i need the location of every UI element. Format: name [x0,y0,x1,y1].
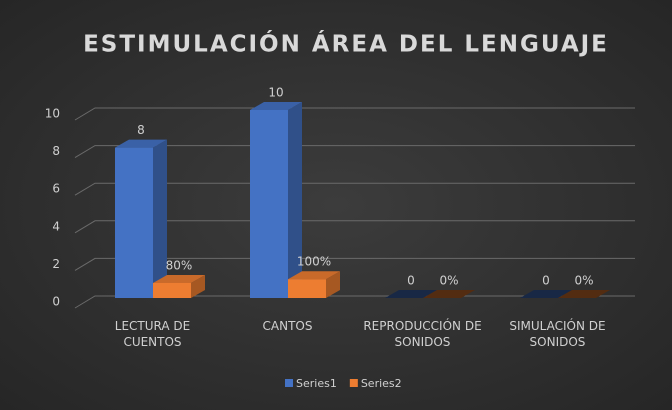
y-tick-label: 0 [52,295,60,309]
data-label: 8 [137,123,145,137]
bar-top [520,290,572,298]
data-label: 100% [297,255,331,269]
data-label: 0% [439,274,458,288]
bar-top [250,102,302,110]
legend-swatch [285,379,293,387]
x-tick-label: SIMULACIÓN DE SONIDOS [509,319,606,349]
legend-label: Series1 [296,377,337,390]
data-label: 0 [542,274,550,288]
grid-line [74,107,635,121]
bar-top [423,290,475,298]
bar-side [191,274,205,298]
x-tick-label: CANTOS [262,319,313,333]
bar-side [153,139,167,298]
bar-top [385,290,437,298]
bar-side [326,271,340,298]
x-tick-label: REPRODUCCIÓN DE SONIDOS [363,319,482,349]
data-label: 80% [166,258,193,272]
x-tick-label: LECTURA DE CUENTOS [114,319,191,349]
y-tick-label: 6 [52,182,60,196]
data-label: 0% [574,274,593,288]
bar-top [558,290,610,298]
y-tick-label: 8 [52,144,60,158]
data-label: 10 [268,86,283,100]
chart-title: ESTIMULACIÓN ÁREA DEL LENGUAJE [83,30,609,58]
bar-top [288,271,340,280]
bar-top [115,139,167,148]
data-label: 0 [407,274,415,288]
bar [115,147,153,298]
y-tick-label: 2 [52,257,60,271]
y-tick-label: 10 [45,107,60,121]
legend-label: Series2 [361,377,402,390]
grid-line [74,220,635,234]
bar-top [153,274,205,283]
bar [153,282,191,298]
grid-line [74,257,635,271]
legend-swatch [349,379,358,387]
bar [250,110,288,298]
grid-line [74,182,635,196]
grid-line [74,145,635,159]
bar-side [288,102,302,298]
bar [288,279,326,298]
y-tick-label: 4 [52,219,60,233]
